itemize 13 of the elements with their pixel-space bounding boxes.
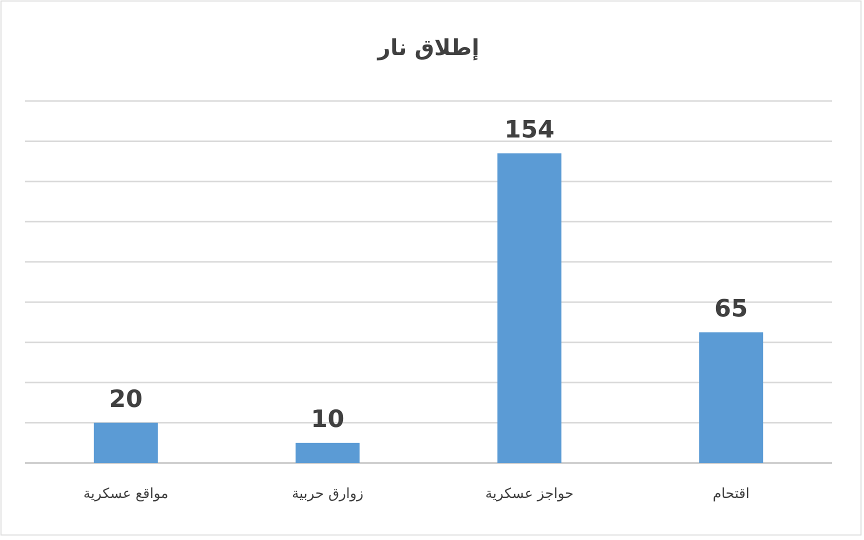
- data-label: 154: [504, 115, 554, 144]
- bar: [497, 153, 562, 463]
- x-tick-label: اقتحام: [712, 486, 750, 502]
- x-tick-label: حواجز عسكرية: [485, 486, 574, 502]
- data-label: 20: [109, 384, 143, 413]
- data-label: 65: [714, 294, 748, 322]
- x-tick-label: مواقع عسكرية: [83, 486, 168, 502]
- data-label: 10: [310, 404, 344, 433]
- bar: [699, 332, 764, 463]
- bar: [296, 442, 360, 463]
- chart-title: إطلاق نار: [376, 36, 480, 61]
- bar: [94, 422, 158, 463]
- x-tick-label: زوارق حربية: [292, 486, 364, 502]
